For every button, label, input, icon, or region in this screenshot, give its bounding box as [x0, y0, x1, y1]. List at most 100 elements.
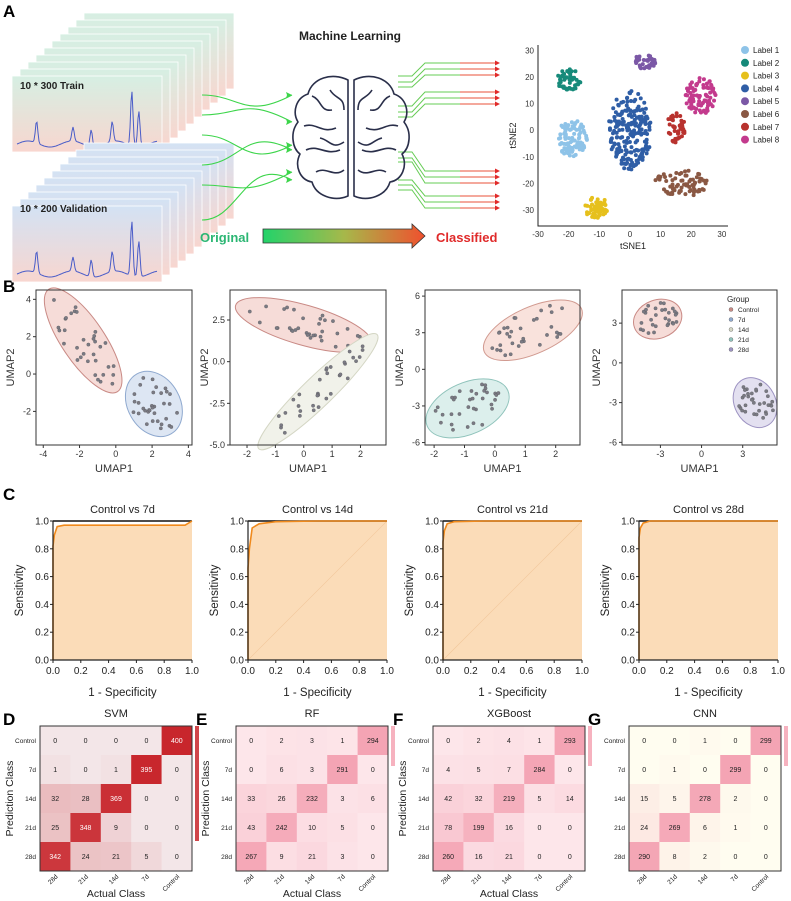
tsne-point — [679, 178, 684, 183]
cell-value: 395 — [141, 767, 153, 774]
confidence-ellipse — [124, 370, 183, 438]
heatmap-cell — [327, 813, 358, 843]
umap-point — [560, 306, 564, 311]
matrix-title: CNN — [693, 708, 717, 720]
heatmap-cell — [131, 813, 162, 843]
cell-value: 4 — [507, 738, 511, 745]
y-tick-label: 0.2 — [425, 628, 439, 639]
matrix-frame — [628, 725, 782, 872]
tsne-point — [632, 99, 637, 104]
ml-title: Machine Learning — [299, 29, 401, 43]
tsne-point — [680, 123, 685, 128]
tsne-point — [620, 116, 625, 121]
y-tick-label: 1.0 — [35, 517, 49, 528]
panel-label-g: G — [588, 710, 601, 729]
tsne-point — [619, 161, 624, 166]
umap-point — [325, 371, 330, 376]
tsne-point — [623, 152, 628, 157]
tsne-point — [704, 85, 709, 90]
arrowhead — [495, 180, 500, 186]
umap-point — [292, 307, 296, 312]
y-tick-label: 0 — [415, 364, 420, 374]
umap-point — [539, 308, 544, 313]
y-tick-label: 0.4 — [425, 600, 439, 611]
umap-point — [155, 419, 160, 424]
umap-point — [769, 403, 774, 408]
arrowhead — [286, 92, 292, 98]
tsne-point — [560, 69, 565, 74]
cell-value: 232 — [306, 796, 318, 803]
legend-swatch — [741, 46, 749, 54]
umap-point — [57, 328, 62, 333]
x-tick-label: 20 — [687, 230, 696, 239]
y-axis-label: Sensitivity — [14, 564, 26, 616]
cell-value: 0 — [53, 738, 57, 745]
heatmap-cell — [433, 755, 464, 785]
umap-point — [150, 405, 155, 410]
cell-value: 16 — [505, 825, 513, 832]
tsne-point — [697, 179, 702, 184]
train-label: 10 * 300 Train — [20, 81, 84, 92]
tsne-point — [583, 203, 588, 208]
heatmap-cell — [659, 784, 691, 814]
tsne-point — [643, 106, 648, 111]
tsne-point — [707, 79, 712, 84]
x-axis-label: 1 - Specificity — [88, 687, 157, 699]
umap-point — [318, 316, 323, 321]
x-tick-label: 0.0 — [632, 666, 646, 677]
tsne-point — [626, 135, 631, 140]
tsne-point — [683, 192, 688, 197]
y-tick-label: 0.4 — [230, 600, 244, 611]
cell-value: 0 — [175, 796, 179, 803]
umap-point — [136, 411, 141, 416]
tsne-point — [675, 136, 680, 141]
tsne-point — [672, 129, 677, 134]
y-tick-label: 1.0 — [425, 517, 439, 528]
tsne-point — [656, 174, 661, 179]
tsne-point — [647, 124, 652, 129]
heatmap-cell — [131, 755, 162, 785]
umap-point — [162, 401, 166, 406]
matrix-frame — [432, 725, 586, 872]
umap-point — [103, 341, 108, 345]
cell-value: 1 — [673, 767, 677, 774]
heatmap-cell — [629, 755, 660, 785]
tsne-point — [568, 86, 573, 91]
cell-value: 32 — [51, 796, 59, 803]
cell-value: 0 — [371, 825, 375, 832]
x-tick-label: -3 — [656, 449, 664, 459]
heatmap-cell — [357, 784, 389, 814]
umap-point — [264, 304, 268, 309]
tsne-point — [569, 139, 574, 144]
legend-swatch — [728, 337, 734, 342]
arrowhead — [286, 169, 292, 175]
umap-point — [282, 307, 286, 311]
umap-point — [653, 324, 658, 329]
umap-point — [355, 333, 360, 338]
cell-value: 290 — [638, 854, 650, 861]
umap-point — [320, 313, 325, 318]
tsne-point — [710, 88, 715, 93]
x-tick-label: -10 — [594, 230, 606, 239]
row-label: 28d — [418, 854, 429, 861]
umap-point — [521, 336, 526, 341]
umap-point — [754, 412, 759, 417]
cell-value: 5 — [144, 854, 148, 861]
confidence-ellipse — [482, 299, 583, 362]
umap-point — [151, 390, 156, 395]
x-tick-label: 4 — [186, 449, 191, 459]
cell-value: 6 — [703, 825, 707, 832]
tsne-point — [596, 204, 601, 209]
tsne-point — [645, 116, 650, 121]
heatmap-cell — [750, 726, 782, 756]
cell-value: 1 — [114, 767, 118, 774]
cell-value: 25 — [51, 825, 59, 832]
y-axis-label: Prediction Class — [397, 761, 409, 837]
x-tick-label: 1 — [523, 449, 528, 459]
tsne-point — [686, 168, 691, 173]
tsne-point — [620, 127, 625, 132]
umap-point — [650, 322, 655, 327]
tsne-point — [664, 178, 669, 183]
heatmap-cell — [689, 784, 721, 814]
tsne-point — [632, 117, 637, 122]
